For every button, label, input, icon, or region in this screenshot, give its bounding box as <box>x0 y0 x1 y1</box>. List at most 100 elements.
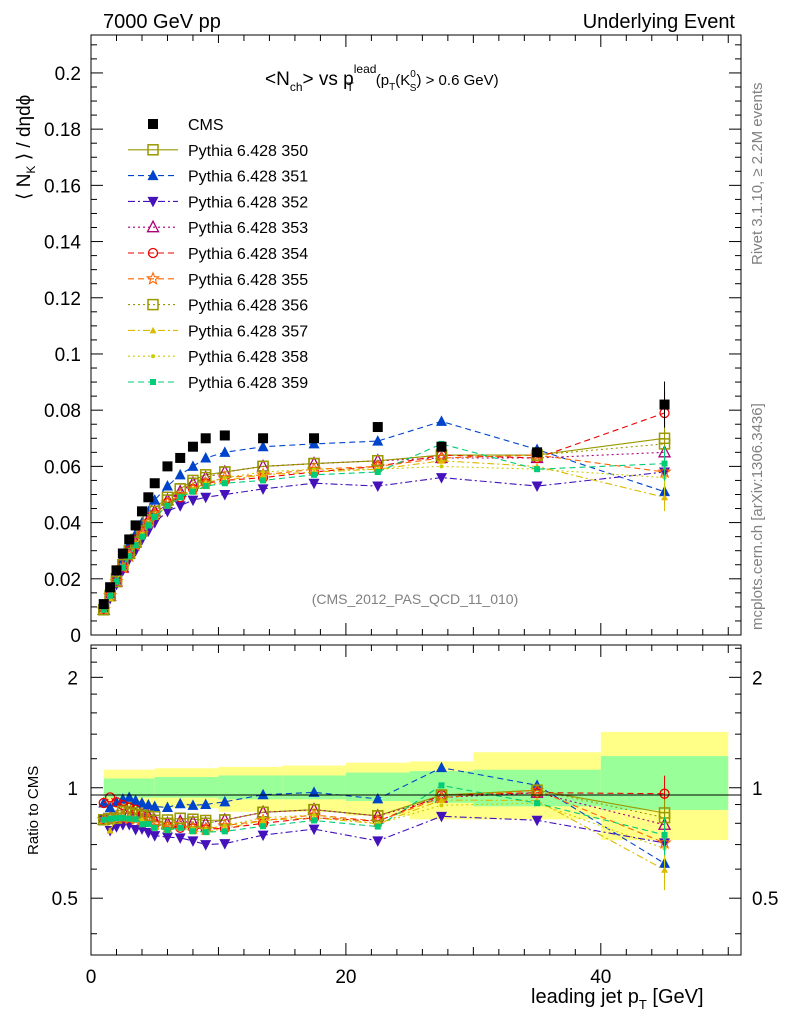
data-point <box>372 422 383 433</box>
ratio-point <box>130 794 142 806</box>
legend-entry: Pythia 6.428 356 <box>128 298 308 315</box>
legend-entry: Pythia 6.428 350 <box>128 143 308 160</box>
data-point <box>532 447 543 458</box>
legend-marker <box>147 196 159 208</box>
ratio-point <box>177 824 184 831</box>
legend-marker <box>147 169 159 181</box>
ratio-point <box>259 816 267 824</box>
ratio-point <box>222 823 227 828</box>
legend-label: Pythia 6.428 353 <box>188 220 308 237</box>
ratio-point <box>126 815 133 822</box>
ratio-point <box>104 792 116 803</box>
data-point <box>437 457 445 464</box>
ratio-point <box>106 826 114 834</box>
data-point <box>221 480 228 487</box>
ratio-y-tick-label-right: 2 <box>752 668 763 689</box>
ratio-point <box>372 836 384 847</box>
ratio-point <box>221 828 228 835</box>
data-point <box>187 441 198 452</box>
y-tick-label: 0.14 <box>44 233 81 254</box>
ref-label: (CMS_2012_PAS_QCD_11_010) <box>312 591 519 607</box>
ratio-y-tick-label: 2 <box>67 668 78 689</box>
ratio-point <box>308 824 320 836</box>
ratio-point <box>531 815 543 827</box>
ratio-point <box>136 796 148 808</box>
y-tick-label: 0.2 <box>55 64 81 85</box>
data-point <box>189 488 196 495</box>
legend-entry: Pythia 6.428 355 <box>128 271 308 289</box>
legend-entry: Pythia 6.428 351 <box>128 169 308 186</box>
ratio-point <box>174 797 186 809</box>
data-point <box>143 492 154 503</box>
ratio-plot-frame <box>90 644 742 956</box>
data-point <box>222 475 227 480</box>
ratio-point <box>132 816 139 823</box>
ratio-band-green <box>218 775 283 800</box>
y-tick-label: 0.06 <box>44 457 81 478</box>
series-line <box>103 443 665 610</box>
legend-entry: Pythia 6.428 352 <box>128 194 308 211</box>
data-point <box>100 606 107 613</box>
ratio-point <box>164 827 171 834</box>
data-point <box>164 502 171 509</box>
data-point <box>174 468 186 480</box>
ylabel-part: ⟩ / dηdϕ <box>14 95 35 166</box>
data-point <box>161 506 173 518</box>
legend-label: Pythia 6.428 359 <box>188 375 308 392</box>
ratio-point <box>100 816 107 823</box>
title-part: T <box>346 80 354 94</box>
ratio-point <box>149 800 161 812</box>
ratio-pythia-6-428-351 <box>98 761 671 884</box>
data-point <box>308 478 320 490</box>
data-point <box>219 446 231 457</box>
legend-entry: Pythia 6.428 353 <box>128 219 308 237</box>
data-point <box>175 452 186 463</box>
data-point <box>177 494 184 501</box>
title-part: 0 <box>410 69 416 80</box>
ratio-point <box>257 830 269 842</box>
y-tick-label: 0.04 <box>44 514 81 535</box>
data-point <box>261 470 266 475</box>
data-point <box>312 467 317 472</box>
ratio-point <box>219 839 231 850</box>
y-tick-label: 0.08 <box>44 401 81 422</box>
ratio-band-green <box>103 778 155 798</box>
legend-marker <box>146 219 160 233</box>
ratio-point <box>435 761 447 773</box>
ratio-point <box>187 799 199 810</box>
legend-entry: CMS <box>148 117 224 134</box>
legend-entry: Pythia 6.428 358 <box>128 349 308 366</box>
series-pythia-6-428-357 <box>100 457 669 613</box>
data-point <box>372 481 384 493</box>
ratio-point <box>117 800 129 811</box>
legend-marker <box>145 271 161 285</box>
data-point <box>117 548 128 559</box>
ratio-line <box>103 815 665 846</box>
ratio-point <box>187 836 199 847</box>
data-point <box>258 433 269 444</box>
data-point <box>132 542 139 549</box>
ratio-point <box>107 815 114 822</box>
ratio-point <box>123 791 135 802</box>
ylabel-part: ⟨ N <box>14 174 35 200</box>
data-point <box>138 533 145 540</box>
legend-marker <box>147 144 159 156</box>
data-point <box>219 430 230 441</box>
series-line <box>103 454 665 610</box>
data-point <box>257 484 269 495</box>
legend-marker <box>148 119 158 129</box>
data-point <box>107 592 114 599</box>
data-point <box>162 461 173 472</box>
legend-label: Pythia 6.428 356 <box>188 298 308 315</box>
legend-label: Pythia 6.428 357 <box>188 323 308 340</box>
data-point <box>187 460 199 471</box>
y-tick-label: 0.16 <box>44 176 81 197</box>
legend-marker <box>149 326 157 334</box>
data-point <box>309 433 320 444</box>
xlabel-part: leading jet p <box>531 986 639 1008</box>
ratio-point <box>439 803 444 808</box>
ratio-point <box>200 840 212 851</box>
main-plot-frame <box>90 34 742 636</box>
title-part: lead <box>354 62 377 76</box>
